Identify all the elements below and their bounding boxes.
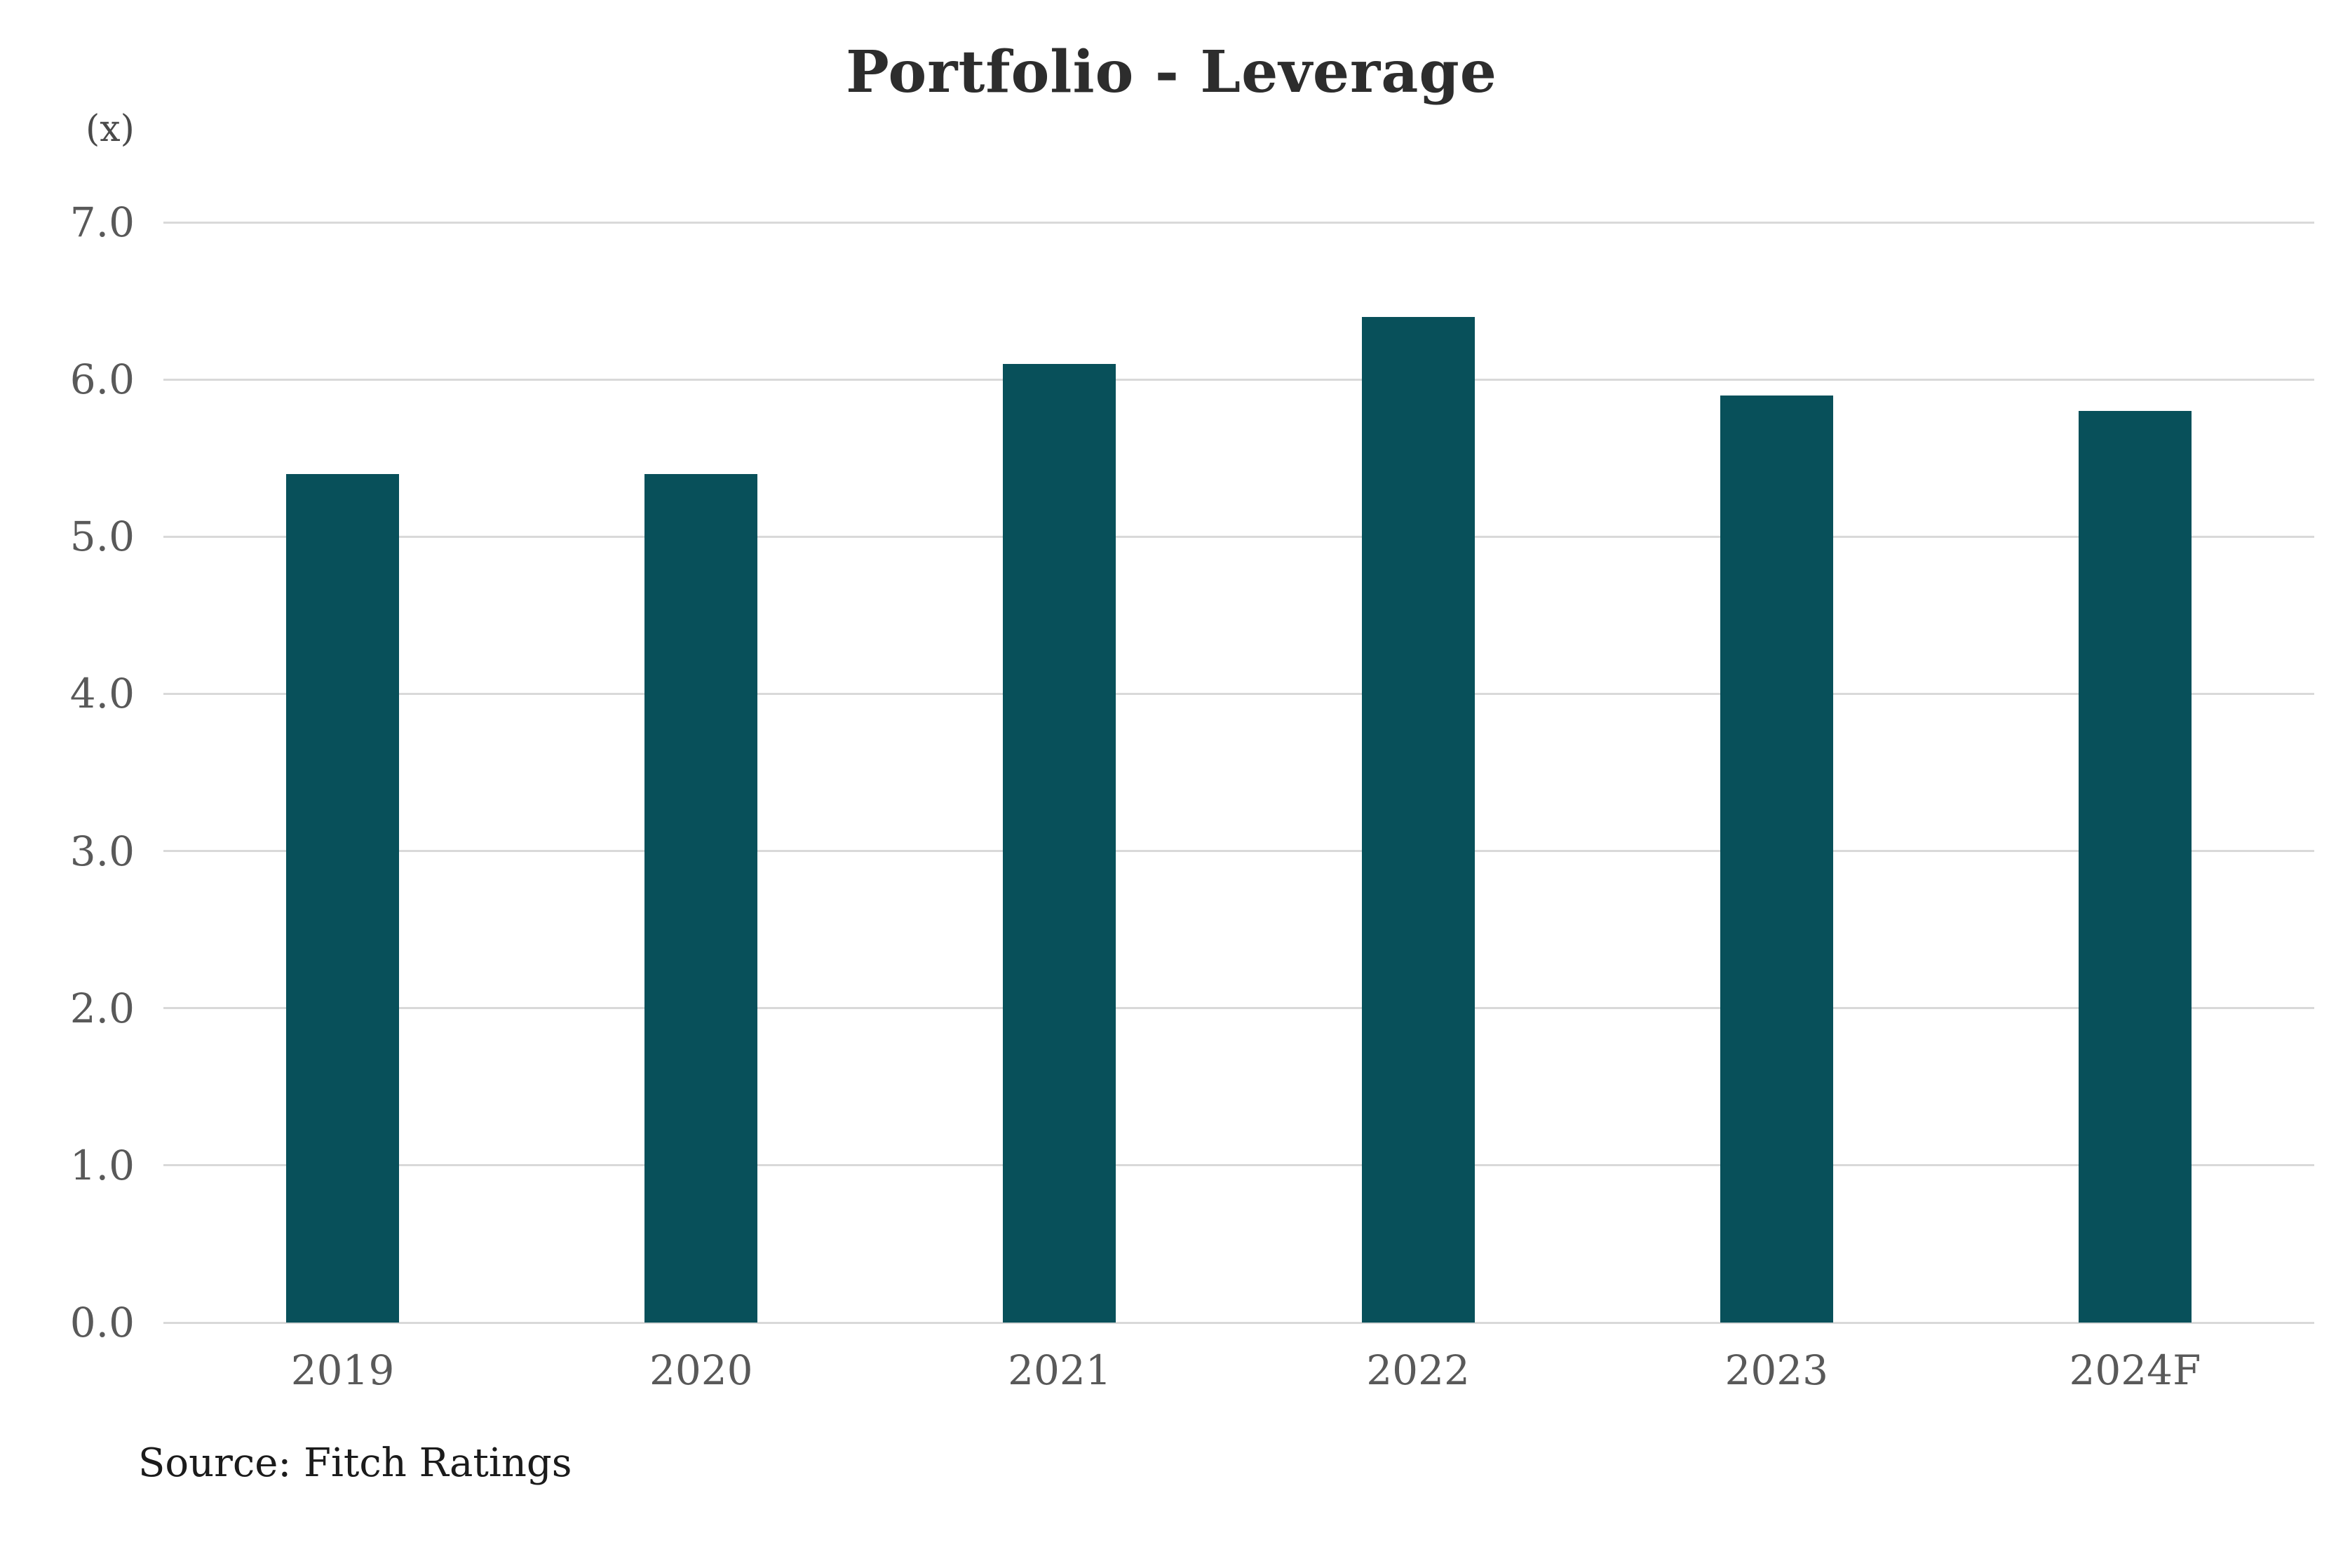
y-axis-tick-label: 5.0 — [69, 513, 135, 561]
y-axis-unit-label: (x) — [86, 108, 135, 150]
y-gridline — [163, 221, 2314, 224]
y-axis-tick-label: 2.0 — [69, 984, 135, 1032]
y-axis-tick-label: 6.0 — [69, 356, 135, 404]
x-axis-tick-label: 2019 — [290, 1346, 395, 1394]
y-gridline — [163, 1164, 2314, 1167]
y-gridline — [163, 1321, 2314, 1324]
y-axis-tick-label: 3.0 — [69, 827, 135, 875]
bar-2024F — [2078, 410, 2192, 1323]
bar-2019 — [286, 473, 400, 1323]
y-gridline — [163, 378, 2314, 381]
bar-2023 — [1720, 395, 1833, 1323]
y-axis-tick-label: 0.0 — [69, 1299, 135, 1346]
plot-area — [163, 221, 2314, 1324]
y-axis-tick-label: 4.0 — [69, 670, 135, 718]
bar-2022 — [1361, 316, 1475, 1323]
y-axis-tick-label: 7.0 — [69, 198, 135, 246]
y-gridline — [163, 535, 2314, 538]
x-axis-tick-label: 2020 — [649, 1346, 753, 1394]
y-gridline — [163, 850, 2314, 853]
x-axis-tick-label: 2022 — [1366, 1346, 1470, 1394]
x-axis-tick-label: 2021 — [1008, 1346, 1112, 1394]
x-axis-tick-label: 2023 — [1724, 1346, 1829, 1394]
y-gridline — [163, 1007, 2314, 1010]
bar-2020 — [644, 473, 758, 1323]
x-axis-tick-label: 2024F — [2069, 1346, 2201, 1394]
bar-2021 — [1003, 363, 1116, 1323]
chart-title: Portfolio - Leverage — [846, 39, 1497, 106]
y-gridline — [163, 692, 2314, 695]
source-note: Source: Fitch Ratings — [138, 1440, 572, 1486]
y-axis-tick-label: 1.0 — [69, 1141, 135, 1189]
